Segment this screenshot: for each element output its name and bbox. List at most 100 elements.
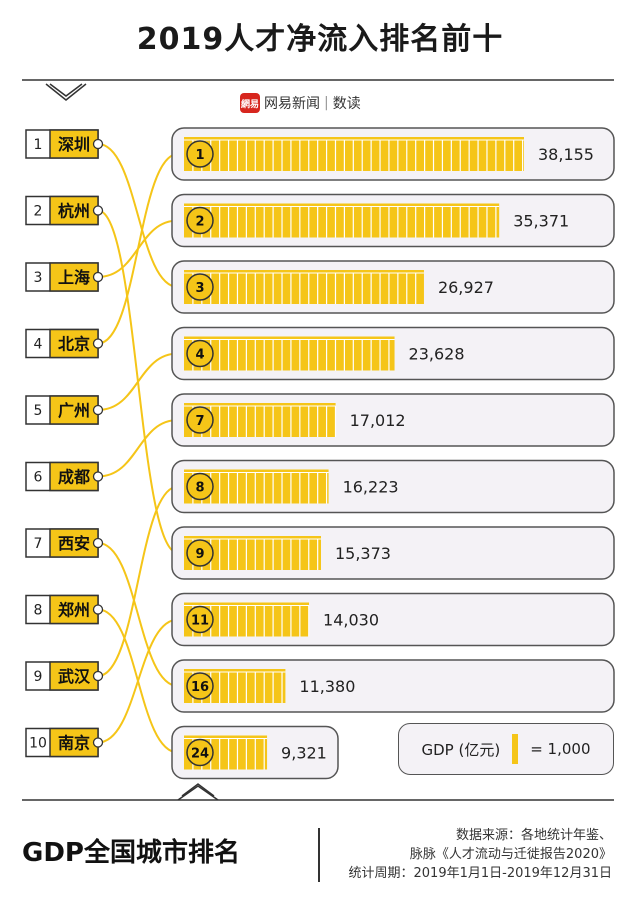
city-fill (49, 594, 99, 625)
connector-dot (92, 471, 104, 482)
chevron-down-inner-icon (49, 83, 83, 97)
talent-city-name: 北京 (58, 335, 90, 354)
gdp-bar (184, 336, 395, 371)
gdp-bar (184, 137, 524, 171)
connector-line (97, 219, 179, 278)
legend-label: GDP (亿元) (421, 740, 501, 759)
connector-line (97, 419, 179, 478)
chevron-up-icon (177, 785, 219, 801)
legend-equals: = 1,000 (530, 740, 591, 758)
city-fill (49, 262, 99, 292)
city-fill (49, 195, 99, 226)
gdp-rank-number: 9 (195, 547, 204, 562)
city-fill (49, 328, 99, 359)
talent-rank-number: 4 (34, 337, 43, 353)
gdp-rank-number: 2 (195, 215, 204, 230)
talent-rank-number: 5 (34, 403, 43, 419)
talent-city-name: 郑州 (58, 601, 90, 620)
period-line: 统计周期：2019年1月1日-2019年12月31日 (348, 866, 613, 881)
talent-rank-number: 2 (34, 204, 43, 220)
gdp-rank-circle (186, 738, 214, 767)
talent-city-name: 杭州 (58, 202, 90, 221)
talent-city-name: 成都 (58, 468, 90, 487)
gdp-bar (184, 203, 500, 238)
gdp-rank-number: 7 (195, 414, 204, 429)
page-title: 2019人才净流入排名前十 (136, 22, 504, 57)
talent-rank-number: 1 (34, 137, 43, 153)
gdp-value-label: 9,321 (281, 744, 327, 763)
connector-line (97, 485, 179, 677)
gdp-rank-number: 24 (191, 747, 209, 762)
brand-logo-icon: 網易 (240, 93, 260, 113)
talent-city-name: 西安 (58, 534, 90, 553)
gdp-value-label: 38,155 (538, 145, 594, 164)
talent-rank-number: 7 (34, 536, 43, 552)
gdp-rank-circle (186, 339, 214, 368)
city-fill (49, 395, 99, 425)
gdp-value-label: 11,380 (299, 677, 355, 696)
talent-rank-number: 8 (34, 603, 43, 619)
footer-divider (318, 828, 320, 882)
connector-dot (92, 737, 104, 748)
gdp-rank-number: 3 (195, 281, 204, 296)
talent-city-name: 南京 (58, 734, 90, 753)
connector-dot (92, 138, 104, 150)
talent-city-name: 武汉 (58, 667, 91, 686)
gdp-rank-circle (186, 140, 214, 168)
city-fill (49, 461, 99, 492)
talent-rank-number: 3 (34, 270, 43, 286)
connector-line (97, 209, 179, 554)
unit-legend: GDP (亿元) = 1,000 (398, 723, 614, 775)
gdp-rank-circle (186, 605, 214, 634)
gdp-value-label: 35,371 (513, 212, 569, 231)
brand-name: 网易新闻 (264, 96, 320, 112)
brand-sub: 数读 (332, 96, 361, 112)
gdp-rank-circle (186, 539, 214, 567)
connector-dot (92, 604, 104, 615)
gdp-rank-circle (186, 273, 214, 301)
gdp-rank-number: 11 (191, 614, 209, 629)
gdp-rank-circle (186, 672, 214, 700)
legend-bar-segment (512, 734, 519, 764)
gdp-value-label: 23,628 (409, 345, 465, 364)
gdp-value-label: 26,927 (438, 278, 494, 297)
gdp-bar (184, 270, 424, 304)
brand: 網易 网易新闻 | 数读 (240, 92, 361, 114)
connector-line (97, 542, 179, 687)
gdp-value-label: 16,223 (343, 478, 399, 497)
gdp-value-label: 15,373 (335, 544, 391, 563)
talent-city-name: 深圳 (58, 135, 90, 154)
connector-dot (92, 271, 104, 283)
talent-city-name: 上海 (58, 268, 90, 287)
source-line-1: 数据来源：各地统计年鉴、 (455, 828, 612, 843)
gdp-rank-number: 8 (195, 481, 204, 496)
footer-notes: 数据来源：各地统计年鉴、 脉脉《人才流动与迁徙报告2020》 统计周期：2019… (349, 826, 613, 883)
connector-dot (92, 537, 104, 549)
chevron-up-inner-icon (181, 783, 215, 797)
connector-line (97, 608, 179, 754)
gdp-rank-number: 1 (195, 148, 204, 163)
city-fill (49, 528, 99, 558)
gdp-rank-number: 16 (191, 680, 209, 695)
footer-title: GDP全国城市排名 (22, 838, 240, 868)
talent-rank-number: 6 (34, 470, 43, 486)
gdp-rank-number: 4 (195, 348, 204, 363)
source-line-2: 脉脉《人才流动与迁徙报告2020》 (409, 847, 612, 862)
talent-rank-number: 9 (34, 669, 43, 685)
brand-separator: | (324, 95, 329, 111)
talent-rank-number: 10 (29, 736, 47, 752)
chevron-down-icon (45, 83, 87, 101)
connector-dot (92, 338, 104, 349)
connector-dot (92, 205, 104, 216)
gdp-value-label: 14,030 (323, 611, 379, 630)
talent-city-name: 广州 (58, 401, 90, 420)
gdp-rank-circle (186, 206, 214, 235)
city-fill (49, 727, 99, 758)
connector-line (97, 143, 179, 288)
gdp-rank-circle (186, 472, 214, 501)
gdp-rank-circle (186, 406, 214, 434)
connector-dot (92, 670, 104, 682)
gdp-value-label: 17,012 (350, 411, 406, 430)
